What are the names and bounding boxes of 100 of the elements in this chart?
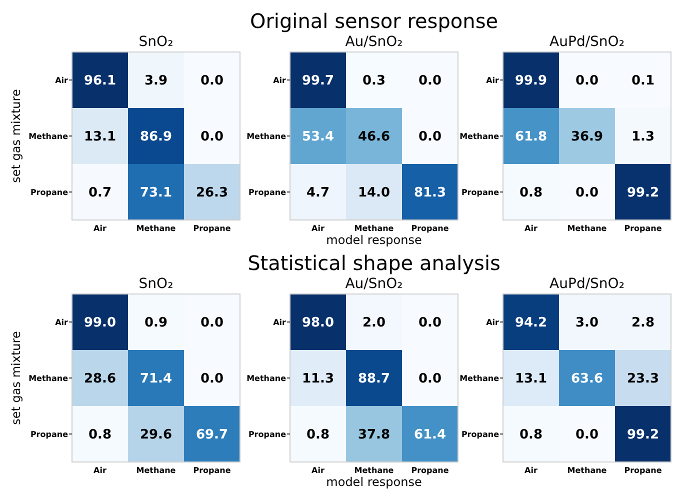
chart-title: Au/SnO₂ <box>345 276 403 292</box>
x-tick-label: Propane <box>193 224 232 233</box>
x-tick-label: Methane <box>354 466 394 475</box>
data-label: 0.9 <box>144 316 168 331</box>
data-label: 13.1 <box>84 130 116 145</box>
data-label: 0.0 <box>575 428 599 443</box>
data-label: 0.8 <box>519 428 543 443</box>
data-label: 0.8 <box>306 428 330 443</box>
data-label: 36.9 <box>570 130 604 145</box>
x-tick-label: Methane <box>567 224 608 233</box>
data-label: 0.0 <box>200 130 224 145</box>
data-label: 0.7 <box>88 186 112 201</box>
x-tick-label: Methane <box>136 466 176 475</box>
y-axis-title: set gas mixture <box>9 331 23 425</box>
data-label: 13.1 <box>514 372 548 387</box>
data-label: 0.8 <box>519 186 543 201</box>
x-tick-label: Methane <box>136 224 176 233</box>
x-tick-label: Air <box>312 224 324 233</box>
y-tick-label: Propane <box>30 188 69 197</box>
data-label: 94.2 <box>514 316 548 331</box>
chart-title: AuPd/SnO₂ <box>550 34 624 50</box>
text: Statistical shape analysis <box>248 251 500 275</box>
data-label: 0.0 <box>575 74 599 89</box>
data-label: 99.0 <box>84 316 116 331</box>
y-axis-title: set gas mixture <box>9 89 23 183</box>
data-label: 3.0 <box>575 316 599 331</box>
y-tick-label: Methane <box>28 374 69 383</box>
data-label: 23.3 <box>626 372 660 387</box>
data-label: 0.1 <box>631 74 655 89</box>
x-axis-title: model response <box>326 233 422 247</box>
data-label: 81.3 <box>414 186 446 201</box>
data-label: 99.7 <box>302 74 334 89</box>
data-label: 61.4 <box>414 428 446 443</box>
x-tick-label: Propane <box>624 224 662 233</box>
data-label: 0.0 <box>418 74 442 89</box>
y-tick-label: Methane <box>246 374 287 383</box>
data-label: 3.9 <box>144 74 168 89</box>
chart-title: SnO₂ <box>138 34 174 50</box>
data-label: 0.0 <box>200 316 224 331</box>
text: Original sensor response <box>250 9 498 33</box>
data-label: 26.3 <box>196 186 228 201</box>
data-label: 99.9 <box>514 74 548 89</box>
x-tick-label: Air <box>94 466 106 475</box>
y-tick-label: Air <box>55 76 68 85</box>
y-tick-label: Methane <box>460 132 500 141</box>
chart-title: Au/SnO₂ <box>345 34 403 50</box>
data-label: 0.0 <box>575 186 599 201</box>
data-label: 86.9 <box>140 130 172 145</box>
x-tick-label: Air <box>94 224 106 233</box>
x-tick-label: Propane <box>411 466 450 475</box>
data-label: 11.3 <box>302 372 334 387</box>
x-tick-label: Air <box>312 466 324 475</box>
y-tick-label: Methane <box>460 374 500 383</box>
chart-title: AuPd/SnO₂ <box>550 276 624 292</box>
y-tick-label: Air <box>55 318 68 327</box>
y-tick-label: Propane <box>461 430 500 439</box>
y-tick-label: Propane <box>461 188 500 197</box>
data-label: 98.0 <box>302 316 334 331</box>
data-label: 37.8 <box>358 428 390 443</box>
x-tick-label: Propane <box>193 466 232 475</box>
x-tick-label: Air <box>524 224 538 233</box>
x-tick-label: Methane <box>567 466 608 475</box>
data-label: 63.6 <box>570 372 604 387</box>
data-label: 99.2 <box>626 186 660 201</box>
y-tick-label: Air <box>486 76 500 85</box>
chart-title: SnO₂ <box>138 276 174 292</box>
x-tick-label: Methane <box>354 224 394 233</box>
y-tick-label: Propane <box>248 188 287 197</box>
data-label: 0.0 <box>418 130 442 145</box>
data-label: 88.7 <box>358 372 390 387</box>
x-tick-label: Air <box>524 466 538 475</box>
data-label: 71.4 <box>140 372 172 387</box>
data-label: 1.3 <box>631 130 655 145</box>
data-label: 53.4 <box>302 130 334 145</box>
x-tick-label: Propane <box>624 466 662 475</box>
data-label: 0.8 <box>88 428 112 443</box>
data-label: 2.8 <box>631 316 655 331</box>
data-label: 0.0 <box>418 372 442 387</box>
data-label: 73.1 <box>140 186 172 201</box>
data-label: 0.0 <box>418 316 442 331</box>
data-label: 61.8 <box>514 130 548 145</box>
data-label: 69.7 <box>196 428 228 443</box>
y-tick-label: Air <box>486 318 500 327</box>
y-tick-label: Methane <box>246 132 287 141</box>
data-label: 29.6 <box>140 428 172 443</box>
y-tick-label: Propane <box>30 430 69 439</box>
data-label: 0.0 <box>200 74 224 89</box>
data-label: 0.3 <box>362 74 386 89</box>
x-axis-title: model response <box>326 475 422 489</box>
data-label: 2.0 <box>362 316 386 331</box>
x-tick-label: Propane <box>411 224 450 233</box>
data-label: 4.7 <box>306 186 330 201</box>
data-label: 28.6 <box>84 372 116 387</box>
y-tick-label: Propane <box>248 430 287 439</box>
data-label: 46.6 <box>358 130 390 145</box>
y-tick-label: Methane <box>28 132 69 141</box>
data-label: 14.0 <box>358 186 390 201</box>
y-tick-label: Air <box>273 318 286 327</box>
y-tick-label: Air <box>273 76 286 85</box>
data-label: 0.0 <box>200 372 224 387</box>
